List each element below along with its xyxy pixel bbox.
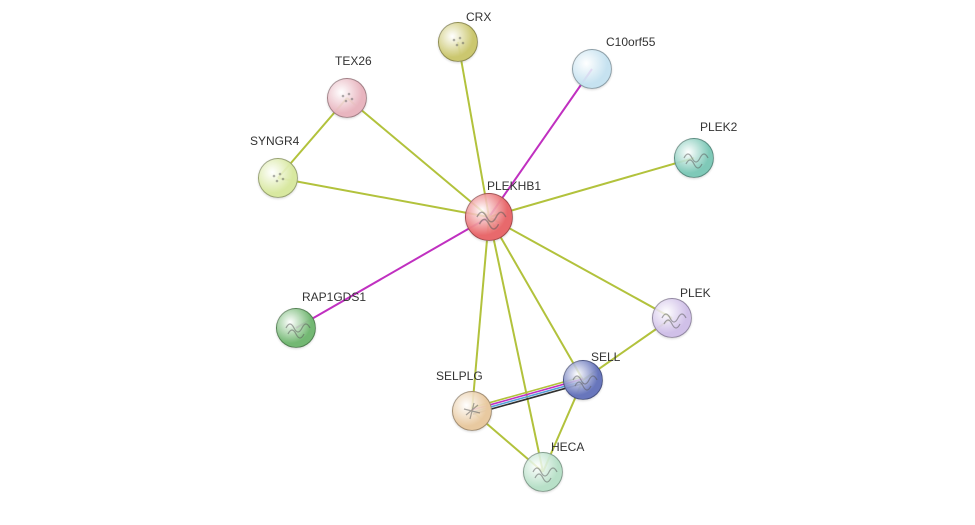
node-inner-pattern [258,158,298,198]
node-label: RAP1GDS1 [302,290,366,304]
node-inner-pattern [652,298,692,338]
node-SYNGR4[interactable]: SYNGR4 [258,158,298,198]
node-circle[interactable] [258,158,298,198]
edge-PLEKHB1-SYNGR4 [278,178,489,217]
node-inner-pattern [572,49,612,89]
node-label: CRX [466,10,491,24]
node-circle[interactable] [452,391,492,431]
node-circle[interactable] [563,360,603,400]
node-label: SYNGR4 [250,134,299,148]
node-label: PLEK [680,286,711,300]
node-circle[interactable] [327,78,367,118]
node-inner-pattern [674,138,714,178]
node-circle[interactable] [652,298,692,338]
node-inner-pattern [563,360,603,400]
node-inner-pattern [465,193,513,241]
node-label: HECA [551,440,584,454]
node-label: TEX26 [335,54,372,68]
node-inner-pattern [523,452,563,492]
node-circle[interactable] [572,49,612,89]
node-RAP1GDS1[interactable]: RAP1GDS1 [276,308,316,348]
node-circle[interactable] [276,308,316,348]
node-PLEK2[interactable]: PLEK2 [674,138,714,178]
edges-layer [0,0,975,525]
node-SELL[interactable]: SELL [563,360,603,400]
node-inner-pattern [276,308,316,348]
edge-PLEKHB1-SELL [489,217,583,380]
node-circle[interactable] [438,22,478,62]
node-inner-pattern [438,22,478,62]
node-circle[interactable] [465,193,513,241]
node-SELPLG[interactable]: SELPLG [452,391,492,431]
edge-PLEKHB1-RAP1GDS1 [296,217,489,328]
edge-PLEKHB1-CRX [458,42,489,217]
node-label: SELPLG [436,369,483,383]
node-label: SELL [591,350,620,364]
edge-PLEKHB1-PLEK [489,217,672,318]
node-PLEK[interactable]: PLEK [652,298,692,338]
node-label: PLEKHB1 [487,179,541,193]
node-inner-pattern [327,78,367,118]
node-CRX[interactable]: CRX [438,22,478,62]
node-circle[interactable] [523,452,563,492]
node-TEX26[interactable]: TEX26 [327,78,367,118]
node-HECA[interactable]: HECA [523,452,563,492]
node-PLEKHB1[interactable]: PLEKHB1 [465,193,513,241]
node-inner-pattern [452,391,492,431]
node-label: PLEK2 [700,120,737,134]
node-circle[interactable] [674,138,714,178]
network-diagram: PLEKHB1 CRX C10orf55 TEX26 SYNGR4 PLEK2 RAP1GD… [0,0,975,525]
node-label: C10orf55 [606,35,655,49]
node-C10orf55[interactable]: C10orf55 [572,49,612,89]
